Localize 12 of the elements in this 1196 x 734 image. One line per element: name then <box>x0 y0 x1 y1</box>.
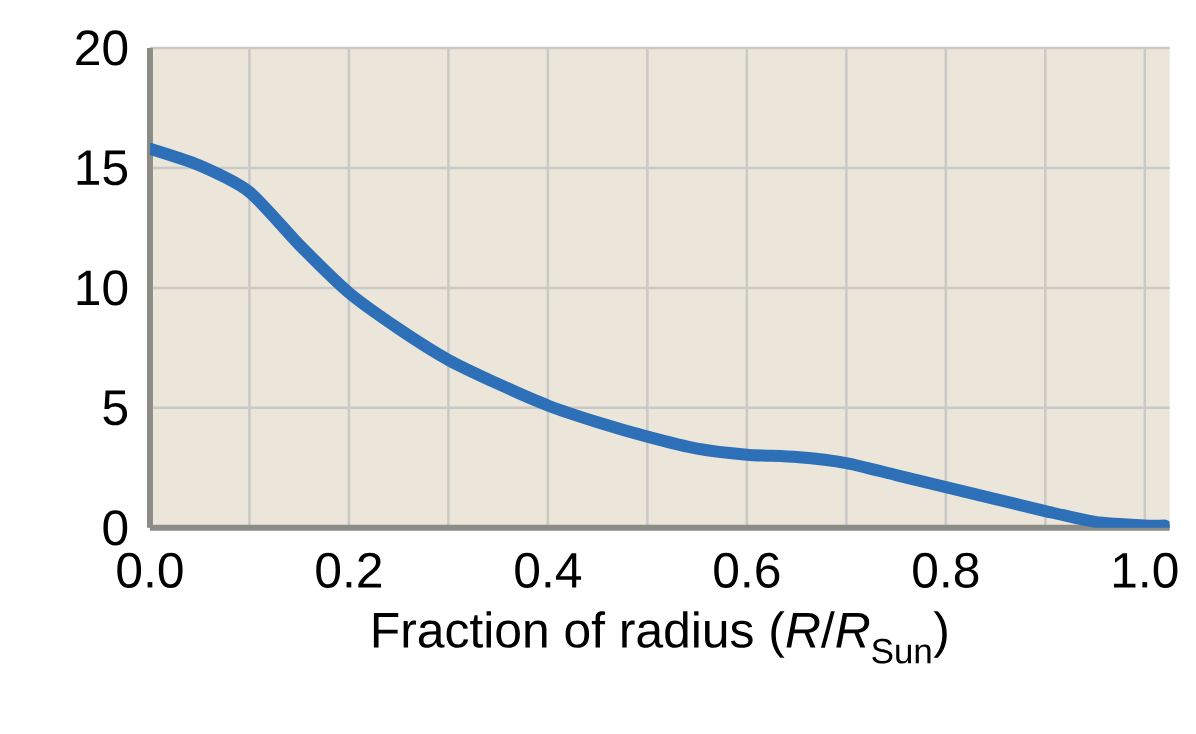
x-tick-label: 0.8 <box>913 552 979 588</box>
y-tick-label: 20 <box>76 30 128 66</box>
x-axis-title: Fraction of radius (R/R$_{Sun}$) <box>373 611 947 664</box>
x-tick-label: 0.6 <box>714 552 780 588</box>
y-tick-label: 10 <box>77 270 128 306</box>
x-tick-label: 0.4 <box>515 552 582 588</box>
y-tick-label: 15 <box>77 150 128 186</box>
x-tick-label: 0.0 <box>117 552 183 588</box>
y-tick-label: 5 <box>103 390 128 426</box>
y-tick-label: 0 <box>103 510 128 546</box>
x-tick-label: 0.2 <box>316 552 382 588</box>
x-tick-label: 1.0 <box>1113 552 1178 588</box>
